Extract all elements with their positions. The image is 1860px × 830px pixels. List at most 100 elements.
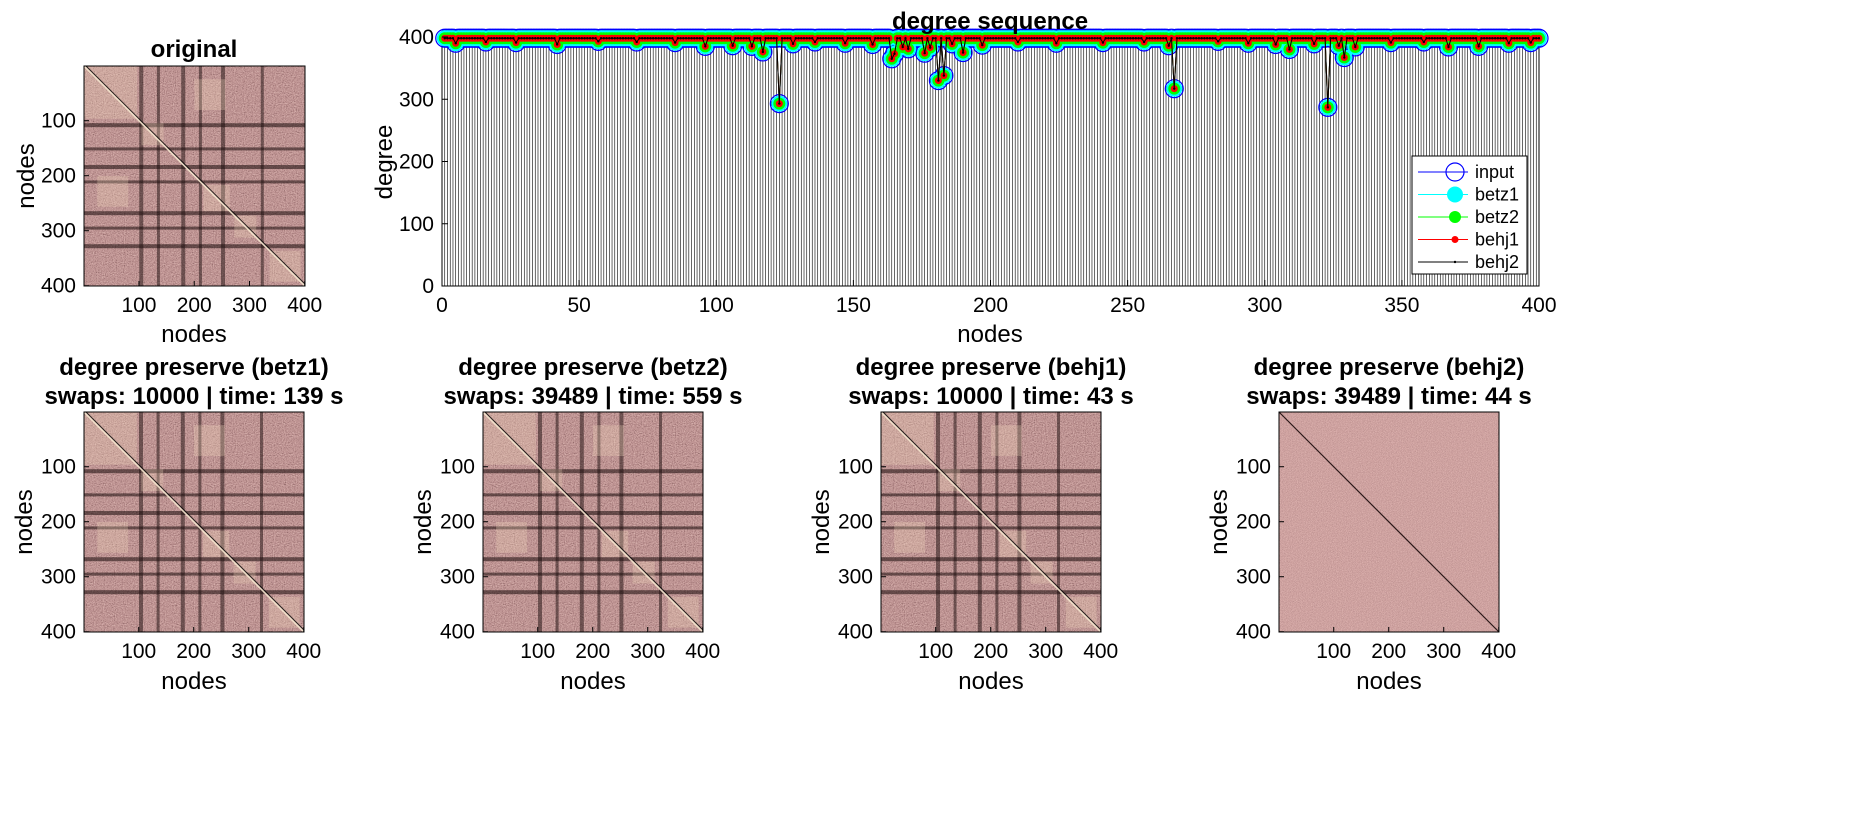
data-point <box>1205 37 1209 40</box>
data-point <box>907 47 910 51</box>
data-point <box>778 102 781 105</box>
data-point <box>605 37 608 40</box>
data-point <box>1024 37 1028 40</box>
data-point <box>1118 37 1121 40</box>
data-point <box>1046 37 1050 40</box>
panel-betz1: degree preserve (betz1)swaps: 10000 | ti… <box>11 354 343 695</box>
x-tick-label: 400 <box>287 294 322 317</box>
heatmap-band <box>180 412 185 632</box>
data-point <box>1370 37 1373 40</box>
degree-sequence-title: degree sequence <box>892 8 1088 35</box>
data-point <box>695 37 699 40</box>
data-point <box>1326 106 1330 109</box>
data-point <box>531 37 534 40</box>
data-point <box>624 37 627 40</box>
data-point <box>1515 37 1519 40</box>
y-tick-label: 200 <box>399 151 434 174</box>
data-point <box>1266 37 1269 40</box>
data-point <box>1452 37 1456 40</box>
data-point <box>1170 37 1173 40</box>
data-point <box>1343 56 1346 59</box>
heatmap-diagonal-dark <box>484 411 704 631</box>
data-point <box>1151 37 1154 40</box>
data-point <box>970 37 973 40</box>
data-point <box>1513 37 1516 40</box>
heatmap-band <box>538 412 542 632</box>
heatmap-band <box>221 66 226 286</box>
data-point <box>1332 37 1335 40</box>
data-point <box>635 40 638 44</box>
y-tick-label: 100 <box>1236 456 1271 479</box>
data-point <box>909 37 913 40</box>
y-tick-label: 200 <box>41 165 76 188</box>
data-point <box>1392 37 1395 40</box>
heatmap-band <box>483 511 703 515</box>
data-point <box>1474 37 1478 40</box>
data-point <box>465 37 468 40</box>
data-point <box>756 37 759 40</box>
data-point <box>1340 37 1343 40</box>
heatmap-betz1 <box>83 411 305 633</box>
data-point <box>1422 40 1426 44</box>
y-tick-label: 400 <box>838 621 873 644</box>
data-point <box>1126 37 1129 40</box>
data-point <box>454 42 457 45</box>
data-point <box>1184 37 1187 40</box>
x-tick-label: 400 <box>1481 640 1516 663</box>
data-point <box>514 41 518 44</box>
heatmap-band <box>84 244 305 249</box>
data-point <box>1312 42 1316 46</box>
data-point <box>1049 37 1053 40</box>
data-point <box>797 37 800 40</box>
data-point <box>539 37 542 40</box>
data-point <box>882 37 885 40</box>
panel-title: degree preserve (behj2) <box>1254 354 1525 381</box>
data-point <box>1439 37 1442 40</box>
data-point <box>726 37 729 40</box>
heatmap-band <box>483 572 703 576</box>
data-point <box>602 37 606 40</box>
x-tick-label: 200 <box>973 640 1008 663</box>
data-point <box>887 37 891 40</box>
data-point <box>1225 37 1228 40</box>
data-point <box>1030 37 1033 40</box>
data-point <box>1436 37 1439 40</box>
data-point <box>1033 37 1036 40</box>
original-title: original <box>151 36 238 63</box>
panel-ylabel: nodes <box>11 489 38 554</box>
data-point <box>1301 37 1305 40</box>
x-tick-label: 300 <box>231 640 266 663</box>
data-point <box>613 37 616 40</box>
data-point <box>879 37 882 40</box>
x-tick-label: 300 <box>232 294 267 317</box>
data-point <box>1403 37 1406 40</box>
data-point <box>1120 37 1124 40</box>
data-point <box>939 37 943 40</box>
data-point <box>673 41 677 44</box>
data-point <box>643 37 647 40</box>
series-behj2 <box>443 36 1541 109</box>
data-point <box>959 37 962 40</box>
data-point <box>1433 37 1436 40</box>
x-tick-label: 400 <box>1083 640 1118 663</box>
data-point <box>1535 37 1538 40</box>
data-point <box>1499 37 1502 40</box>
x-tick-label: 100 <box>520 640 555 663</box>
data-point <box>1041 37 1044 40</box>
x-tick-label: 100 <box>121 294 156 317</box>
data-point <box>1181 37 1184 40</box>
data-point <box>1480 37 1483 40</box>
data-point <box>904 37 907 40</box>
data-point <box>890 57 893 60</box>
data-point <box>449 37 452 40</box>
data-point <box>1458 37 1461 40</box>
heatmap-band <box>483 469 703 474</box>
data-point <box>1466 37 1469 40</box>
data-point <box>854 37 858 40</box>
data-point <box>660 37 663 40</box>
data-point <box>1085 37 1088 40</box>
data-point <box>832 37 836 40</box>
data-point <box>1428 37 1431 40</box>
panel-title: degree preserve (betz2) <box>458 354 727 381</box>
panel-xlabel: nodes <box>1356 668 1421 695</box>
